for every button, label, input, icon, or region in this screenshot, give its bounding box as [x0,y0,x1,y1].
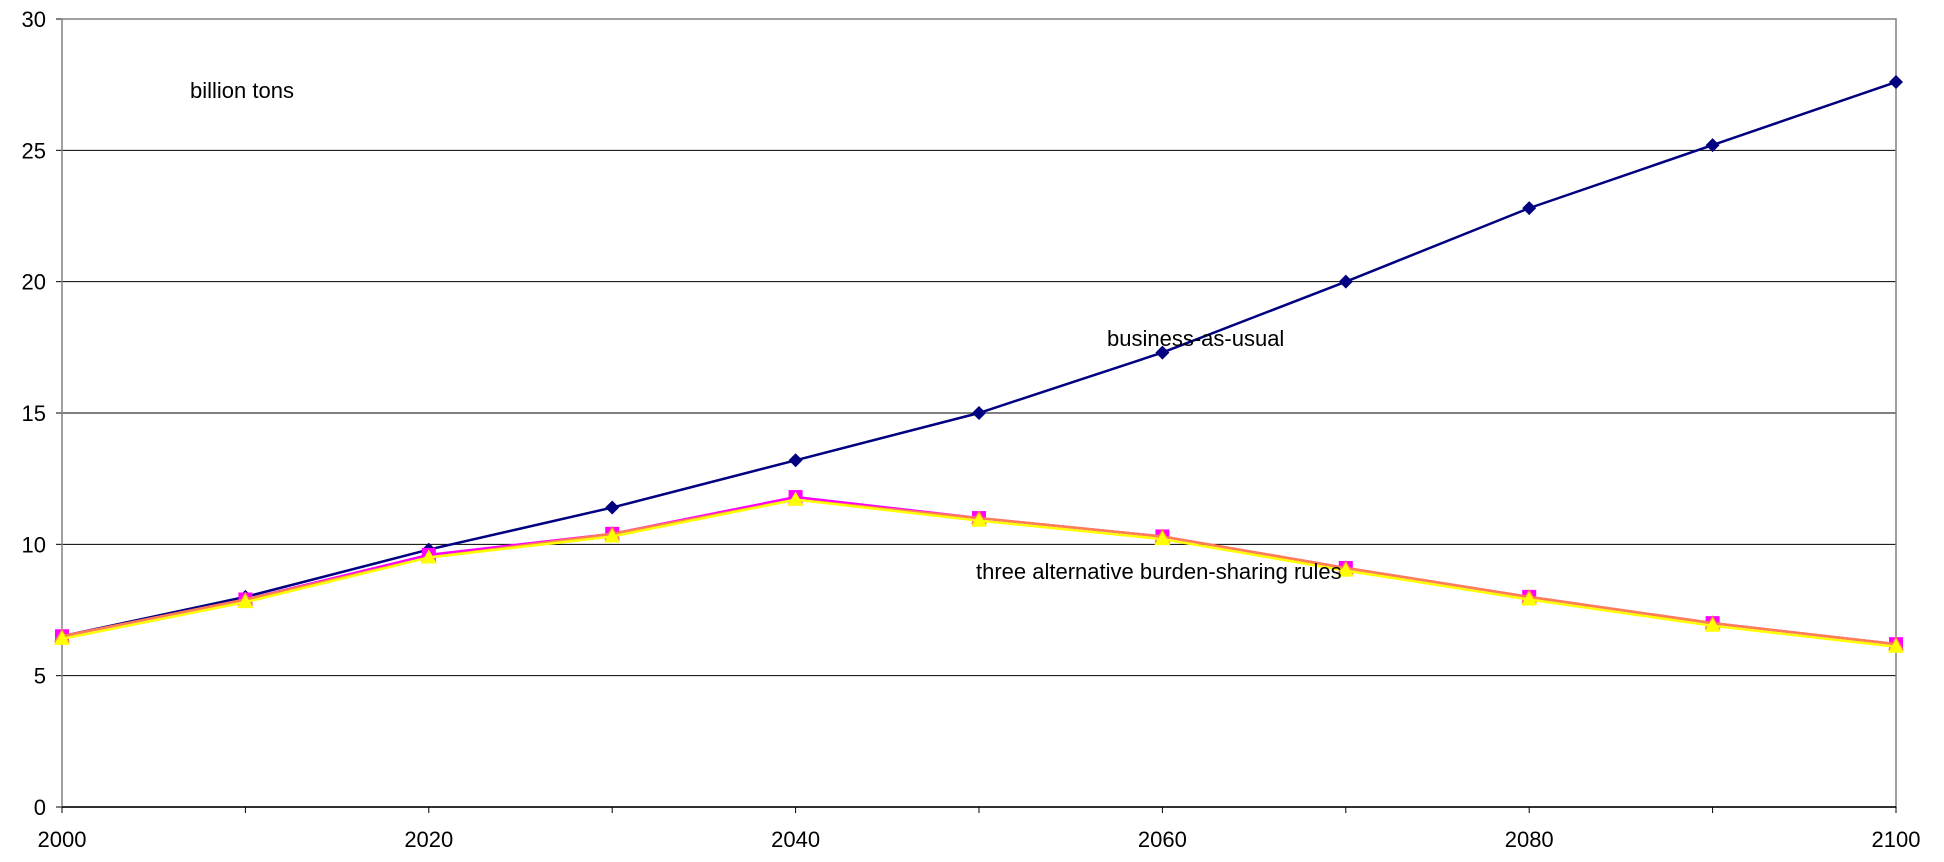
rules-annotation: three alternative burden-sharing rules [976,559,1342,584]
x-tick-label: 2000 [38,827,87,852]
data-point [1888,638,1904,653]
x-tick-label: 2020 [404,827,453,852]
data-point [1705,138,1720,153]
y-tick-label: 0 [34,795,46,820]
data-point [788,453,803,468]
data-point [1522,201,1537,216]
data-point [1521,591,1538,606]
data-point [604,528,621,543]
data-point [1704,617,1721,632]
x-tick-label: 2080 [1505,827,1554,852]
units-annotation: billion tons [190,78,294,103]
data-point [54,630,70,645]
y-tick-label: 30 [22,7,46,32]
data-point [1154,531,1171,546]
x-tick-label: 2040 [771,827,820,852]
y-tick-label: 5 [34,664,46,689]
data-point [1155,345,1170,360]
data-point [1337,562,1354,577]
data-point [605,500,620,515]
annotations: billion tons business-as-usual three alt… [190,78,1342,584]
series-line-0 [61,80,1897,638]
data-point [787,491,804,506]
data-point [972,406,986,420]
y-tick-label: 25 [22,138,46,163]
data-point [1338,274,1353,289]
data-point [237,594,254,609]
y-tick-label: 20 [22,270,46,295]
data-point [971,512,987,527]
bau-annotation: business-as-usual [1107,326,1284,351]
axes: 0 5 10 15 20 25 30 2000 2020 2040 2060 2080 2100 [22,7,1921,852]
series [54,75,1904,653]
data-point [420,549,437,564]
data-point [1889,75,1903,90]
x-tick-label: 2060 [1138,827,1187,852]
y-tick-label: 15 [22,401,46,426]
y-tick-label: 10 [22,532,46,557]
series-3 [54,491,1904,653]
x-tick-label: 2100 [1872,827,1921,852]
